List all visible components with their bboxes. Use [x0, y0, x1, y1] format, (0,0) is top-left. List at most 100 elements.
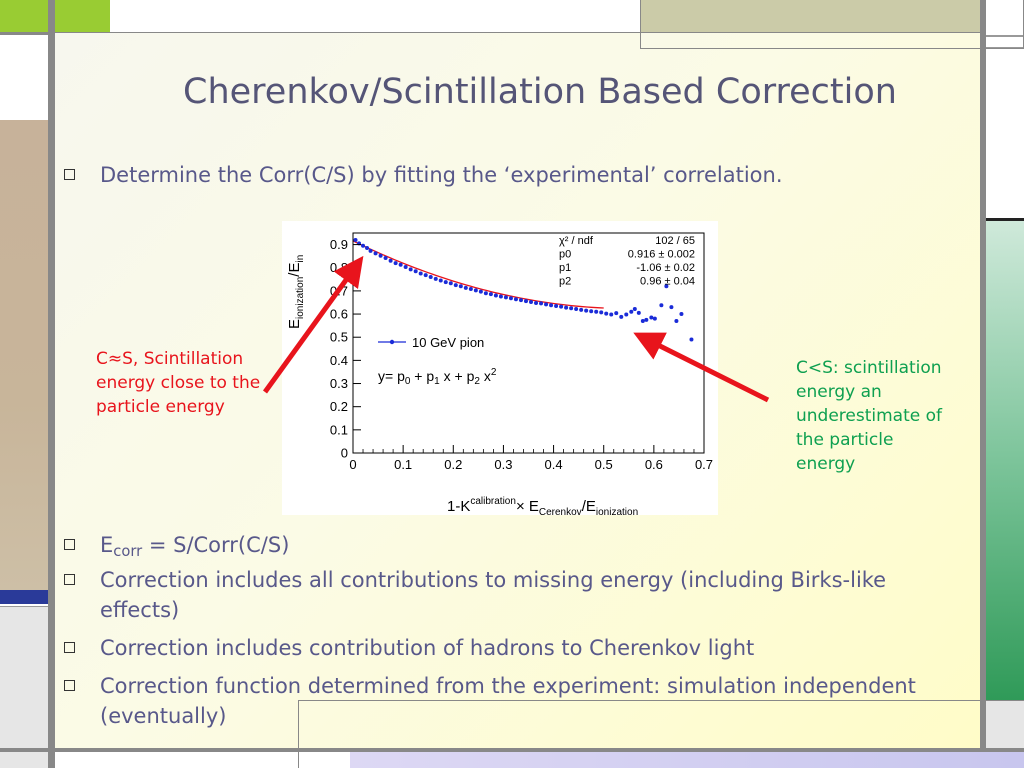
deco-left-grey	[0, 606, 48, 768]
ylabel-sub1: ionization	[295, 277, 306, 319]
deco-lime-block	[0, 0, 110, 32]
data-point	[652, 316, 657, 321]
data-point	[438, 278, 443, 283]
bullet-text: Correction includes all contributions to…	[100, 568, 887, 622]
data-point	[503, 295, 508, 300]
deco-frame-line-bottom	[298, 700, 1024, 768]
ylabel-slash: /E	[286, 263, 303, 277]
data-point	[664, 284, 669, 289]
fit-param-name: p2	[559, 276, 571, 288]
data-point	[569, 306, 574, 311]
deco-top-olive-block	[640, 0, 980, 32]
deco-navy-strip	[0, 590, 48, 604]
annotation-left: C≈S, Scintillation energy close to the p…	[96, 349, 261, 417]
data-point	[554, 303, 559, 308]
data-point	[498, 294, 503, 299]
data-point	[408, 267, 413, 272]
fit-param-value: 0.96 ± 0.04	[640, 276, 695, 288]
bullet-box-icon	[64, 169, 75, 180]
data-point	[398, 262, 403, 267]
xlabel-times: × E	[516, 498, 539, 515]
legend-marker	[389, 339, 395, 345]
arrow-right	[633, 332, 770, 403]
data-point	[640, 319, 645, 323]
data-point	[609, 312, 614, 317]
data-point	[413, 269, 418, 274]
data-point	[564, 305, 569, 310]
data-point	[544, 302, 549, 307]
formula-sub0: 0	[405, 376, 411, 387]
fit-chi2-label: χ² / ndf	[559, 235, 594, 247]
data-point	[636, 310, 641, 315]
data-point	[549, 303, 554, 308]
data-point	[579, 307, 584, 312]
legend-label: 10 GeV pion	[412, 335, 484, 350]
deco-green-bar	[986, 221, 1024, 701]
data-point	[493, 293, 498, 298]
x-axis-label: 1-Kcalibration× ECerenkov/Eionization	[447, 496, 638, 515]
bullet-box-icon	[64, 574, 75, 585]
deco-right-line1	[986, 35, 1024, 37]
data-point	[353, 237, 358, 242]
deco-top-left-white	[0, 33, 49, 118]
data-point	[428, 275, 433, 279]
data-point	[423, 273, 428, 278]
data-point	[433, 276, 438, 281]
fit-param-name: p1	[559, 262, 571, 274]
xlabel-base: 1-K	[447, 498, 470, 515]
data-point	[559, 304, 564, 309]
y-tick-label: 0.2	[330, 399, 348, 414]
data-point	[659, 303, 664, 308]
formula-mid1: + p	[410, 368, 434, 384]
formula-end: x	[480, 368, 491, 384]
data-point	[679, 312, 684, 317]
deco-right-divider	[980, 0, 986, 768]
x-tick-label: 0.7	[695, 457, 713, 472]
formula-sub1: 1	[434, 376, 440, 387]
formula-power: 2	[491, 367, 497, 378]
data-point	[458, 284, 463, 289]
data-point	[529, 300, 534, 305]
data-point	[523, 299, 528, 304]
data-point	[534, 300, 539, 305]
data-point	[448, 281, 453, 286]
ylabel-sub2: in	[295, 255, 306, 263]
bullet-text: Determine the Corr(C/S) by fitting the ‘…	[100, 163, 783, 187]
slide-title: Cherenkov/Scintillation Based Correction	[183, 72, 897, 112]
fit-param-name: p0	[559, 249, 571, 261]
x-tick-label: 0.2	[444, 457, 462, 472]
fit-chi2-value: 102 / 65	[655, 235, 695, 247]
ecorr-subscript: corr	[113, 543, 143, 560]
data-point	[468, 287, 473, 292]
xlabel-sub1: Cerenkov	[539, 507, 582, 515]
data-point	[393, 261, 398, 266]
y-axis-label: Eionization/Ein	[286, 255, 306, 329]
data-point	[674, 319, 679, 323]
data-point	[513, 297, 518, 302]
deco-tan-bar	[0, 120, 48, 590]
y-tick-label: 0.6	[330, 307, 348, 322]
x-tick-label: 0.3	[494, 457, 512, 472]
x-tick-label: 0.6	[645, 457, 663, 472]
data-point	[584, 308, 589, 313]
data-point	[669, 305, 674, 310]
data-point	[383, 256, 388, 261]
y-tick-label: 0.5	[330, 330, 348, 345]
data-point	[463, 285, 468, 290]
data-point	[619, 314, 624, 319]
data-point	[478, 289, 483, 294]
xlabel-sub2: ionization	[596, 507, 638, 515]
y-tick-label: 0.4	[330, 353, 348, 368]
chart-legend: 10 GeV pion	[378, 335, 484, 350]
data-point	[594, 309, 599, 314]
deco-bottom-divider	[0, 748, 1024, 752]
formula-sub2: 2	[474, 376, 480, 387]
arrow-left	[262, 255, 364, 394]
plot-frame	[352, 232, 705, 454]
data-point	[689, 337, 694, 342]
data-point	[418, 271, 423, 276]
data-point	[518, 298, 523, 303]
x-tick-label: 0.5	[595, 457, 613, 472]
data-point	[589, 309, 594, 314]
